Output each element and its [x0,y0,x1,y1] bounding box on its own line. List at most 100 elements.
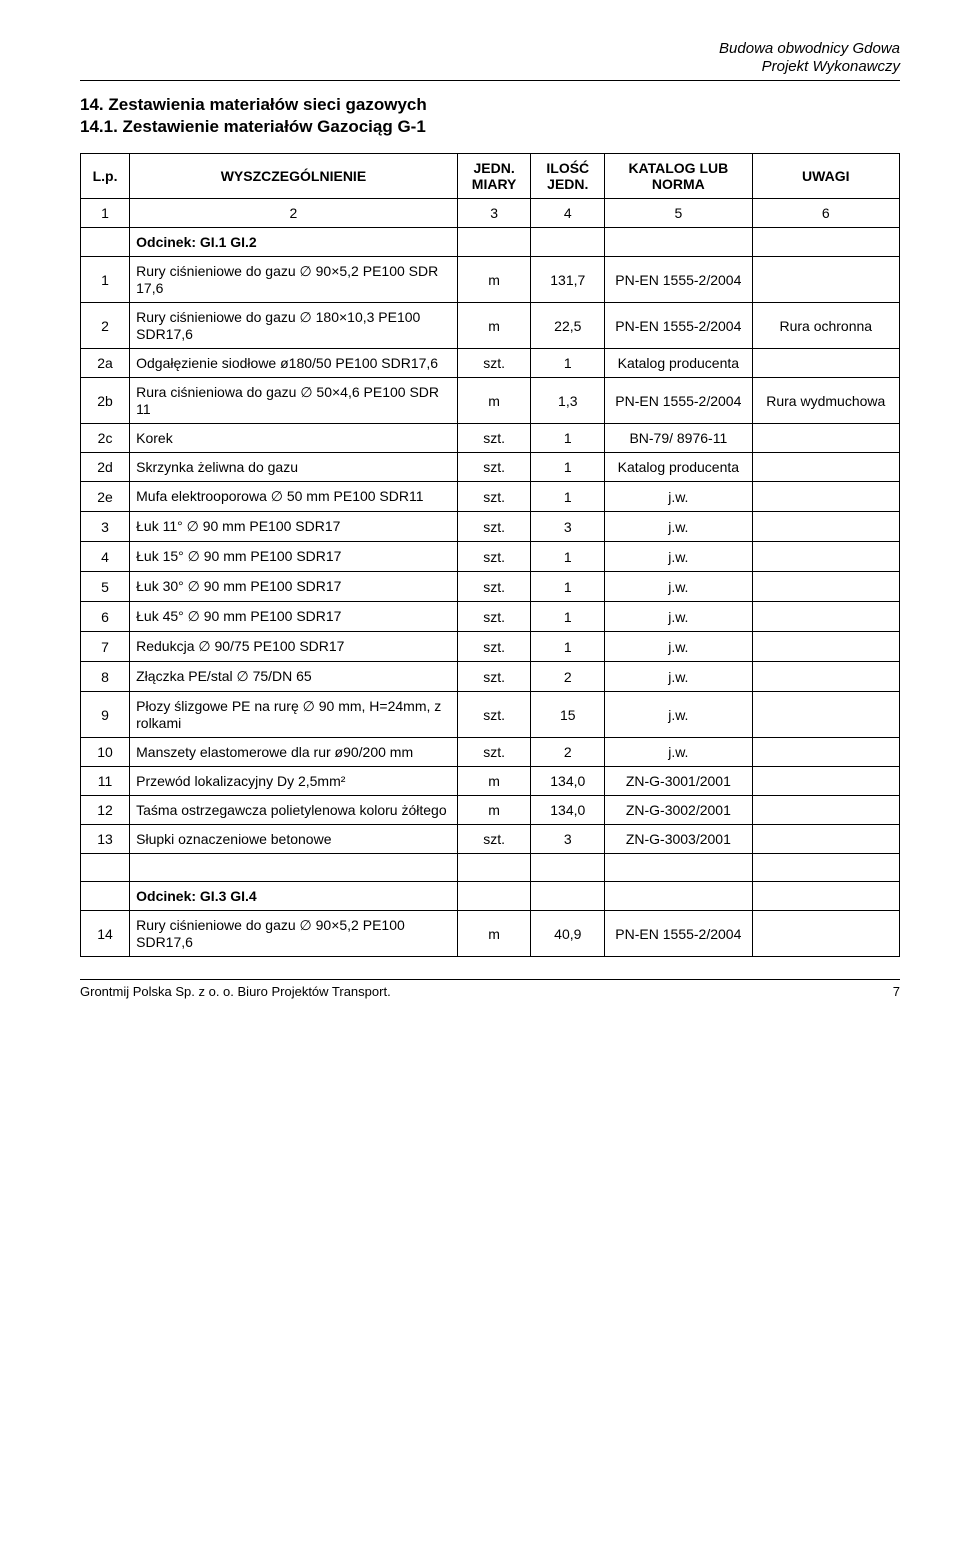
cell-jedn: szt. [457,349,531,378]
cell-kat: PN-EN 1555-2/2004 [605,303,752,349]
cell-wys: Łuk 11° ∅ 90 mm PE100 SDR17 [130,512,458,542]
cell-wys: Redukcja ∅ 90/75 PE100 SDR17 [130,632,458,662]
cell-ilosc: 1 [531,482,605,512]
numrow-5: 5 [605,199,752,228]
th-wys: WYSZCZEGÓLNIENIE [130,154,458,199]
cell-kat: PN-EN 1555-2/2004 [605,378,752,424]
header-line1: Budowa obwodnicy Gdowa [80,40,900,58]
cell-wys: Złączka PE/stal ∅ 75/DN 65 [130,662,458,692]
cell-uwagi [752,424,899,453]
cell-lp: 14 [81,911,130,957]
cell-jedn: m [457,257,531,303]
table-row: 14Rury ciśnieniowe do gazu ∅ 90×5,2 PE10… [81,911,900,957]
cell-kat: j.w. [605,542,752,572]
cell-uwagi [752,602,899,632]
cell-jedn: szt. [457,512,531,542]
section-subtitle: 14.1. Zestawienie materiałów Gazociąg G-… [80,117,900,137]
cell-wys: Rury ciśnieniowe do gazu ∅ 90×5,2 PE100 … [130,257,458,303]
cell-uwagi [752,632,899,662]
cell-jedn: szt. [457,825,531,854]
footer-left: Grontmij Polska Sp. z o. o. Biuro Projek… [80,984,391,999]
numrow-2: 2 [130,199,458,228]
th-lp: L.p. [81,154,130,199]
cell-wys: Przewód lokalizacyjny Dy 2,5mm² [130,767,458,796]
cell-jedn: szt. [457,632,531,662]
cell-ilosc: 15 [531,692,605,738]
cell-kat: j.w. [605,512,752,542]
cell-lp: 13 [81,825,130,854]
cell-kat: j.w. [605,632,752,662]
cell-jedn: m [457,767,531,796]
section-blank [605,882,752,911]
table-row: 2bRura ciśnieniowa do gazu ∅ 50×4,6 PE10… [81,378,900,424]
section-lp-blank [81,228,130,257]
section-label: Odcinek: GI.3 GI.4 [130,882,458,911]
cell-ilosc: 40,9 [531,911,605,957]
cell-ilosc: 2 [531,738,605,767]
cell-wys: Manszety elastomerowe dla rur ø90/200 mm [130,738,458,767]
cell-kat: BN-79/ 8976-11 [605,424,752,453]
cell-lp: 3 [81,512,130,542]
cell-ilosc: 3 [531,512,605,542]
table-section-row: Odcinek: GI.1 GI.2 [81,228,900,257]
cell-uwagi: Rura ochronna [752,303,899,349]
materials-table: L.p. WYSZCZEGÓLNIENIE JEDN. MIARY ILOŚĆ … [80,153,900,957]
cell-jedn: szt. [457,482,531,512]
table-row: 11Przewód lokalizacyjny Dy 2,5mm²m134,0Z… [81,767,900,796]
cell-lp: 2a [81,349,130,378]
th-ilosc: ILOŚĆ JEDN. [531,154,605,199]
cell-jedn: szt. [457,602,531,632]
cell-ilosc: 134,0 [531,767,605,796]
cell-uwagi: Rura wydmuchowa [752,378,899,424]
spacer-cell [457,854,531,882]
cell-jedn: szt. [457,692,531,738]
cell-wys: Łuk 15° ∅ 90 mm PE100 SDR17 [130,542,458,572]
numrow-6: 6 [752,199,899,228]
cell-jedn: szt. [457,738,531,767]
cell-uwagi [752,482,899,512]
cell-kat: Katalog producenta [605,349,752,378]
cell-ilosc: 1,3 [531,378,605,424]
spacer-cell [130,854,458,882]
table-row: 2eMufa elektrooporowa ∅ 50 mm PE100 SDR1… [81,482,900,512]
cell-uwagi [752,257,899,303]
section-blank [752,228,899,257]
table-row: 9Płozy ślizgowe PE na rurę ∅ 90 mm, H=24… [81,692,900,738]
spacer-cell [605,854,752,882]
cell-ilosc: 1 [531,572,605,602]
table-row: 5Łuk 30° ∅ 90 mm PE100 SDR17szt.1j.w. [81,572,900,602]
cell-uwagi [752,572,899,602]
cell-jedn: szt. [457,453,531,482]
table-row: 2cKorekszt.1BN-79/ 8976-11 [81,424,900,453]
cell-kat: PN-EN 1555-2/2004 [605,257,752,303]
cell-lp: 12 [81,796,130,825]
cell-wys: Rury ciśnieniowe do gazu ∅ 180×10,3 PE10… [130,303,458,349]
table-body: Odcinek: GI.1 GI.2 1 Rury ciśnieniowe do g… [81,228,900,957]
cell-uwagi [752,738,899,767]
section-lp-blank [81,882,130,911]
header-line2: Projekt Wykonawczy [80,58,900,76]
cell-wys: Łuk 45° ∅ 90 mm PE100 SDR17 [130,602,458,632]
table-spacer-row [81,854,900,882]
cell-jedn: szt. [457,542,531,572]
cell-ilosc: 131,7 [531,257,605,303]
cell-lp: 8 [81,662,130,692]
section-blank [531,228,605,257]
numrow-3: 3 [457,199,531,228]
table-row: 2Rury ciśnieniowe do gazu ∅ 180×10,3 PE1… [81,303,900,349]
th-kat: KATALOG LUB NORMA [605,154,752,199]
cell-ilosc: 1 [531,424,605,453]
cell-jedn: m [457,796,531,825]
cell-lp: 5 [81,572,130,602]
cell-lp: 6 [81,602,130,632]
cell-kat: PN-EN 1555-2/2004 [605,911,752,957]
footer-right: 7 [893,984,900,999]
cell-kat: j.w. [605,602,752,632]
cell-ilosc: 22,5 [531,303,605,349]
cell-lp: 2c [81,424,130,453]
cell-ilosc: 1 [531,602,605,632]
table-row: 7Redukcja ∅ 90/75 PE100 SDR17szt.1j.w. [81,632,900,662]
section-title: 14. Zestawienia materiałów sieci gazowyc… [80,95,900,115]
cell-kat: j.w. [605,692,752,738]
cell-uwagi [752,767,899,796]
